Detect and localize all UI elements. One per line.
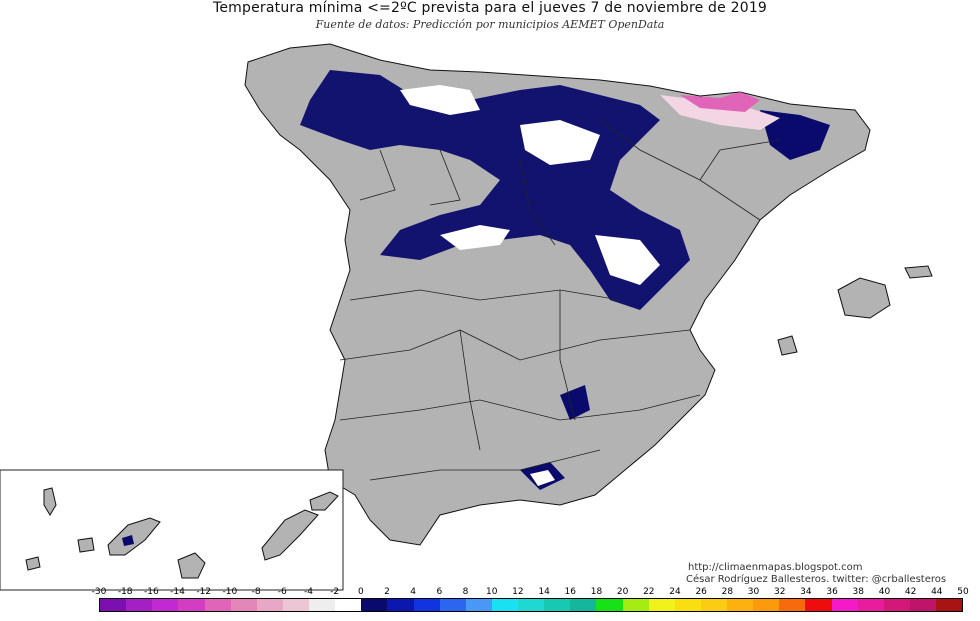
legend-tick-label: -10 bbox=[222, 587, 238, 597]
legend-color-swatch bbox=[178, 599, 205, 611]
legend-color-swatch bbox=[465, 599, 492, 611]
legend-color-swatch bbox=[883, 599, 910, 611]
legend-tick-label: 50 bbox=[957, 587, 969, 597]
snow-patch-cuenca bbox=[595, 235, 660, 285]
legend-color-swatch bbox=[230, 599, 257, 611]
legend-color-swatch bbox=[204, 599, 231, 611]
legend-tick-label: 0 bbox=[357, 587, 364, 597]
legend-tick-label: 14 bbox=[538, 587, 550, 597]
map-title: Temperatura mínima <=2ºC prevista para e… bbox=[212, 0, 768, 16]
snow-spot-sierra-nevada bbox=[530, 470, 555, 486]
legend-color-swatch bbox=[282, 599, 309, 611]
legend-color-swatch bbox=[570, 599, 597, 611]
legend-color-swatch bbox=[100, 599, 127, 611]
credit-url: http://climaenmapas.blogspot.com bbox=[688, 562, 863, 573]
legend-color-swatch bbox=[256, 599, 283, 611]
snow-patch-pyrenees bbox=[660, 95, 780, 130]
region-borders bbox=[339, 119, 781, 481]
legend-tick-label: -6 bbox=[277, 587, 287, 597]
legend-color-swatch bbox=[622, 599, 649, 611]
legend-color-swatch bbox=[413, 599, 440, 611]
legend-color-swatch bbox=[491, 599, 518, 611]
legend-tick-label: -30 bbox=[91, 587, 107, 597]
legend-color-swatch bbox=[309, 599, 336, 611]
lanzarote bbox=[309, 491, 339, 511]
legend-tick-label: -18 bbox=[117, 587, 133, 597]
ibiza bbox=[777, 335, 798, 356]
la-palma bbox=[43, 487, 57, 516]
legend-color-swatch bbox=[518, 599, 545, 611]
legend-color-swatch bbox=[335, 599, 362, 611]
iberian-peninsula bbox=[244, 43, 871, 546]
legend-color-swatch bbox=[674, 599, 701, 611]
legend-tick-label: 38 bbox=[852, 587, 864, 597]
frost-region-east bbox=[760, 110, 830, 160]
legend-color-swatch bbox=[387, 599, 414, 611]
legend-tick-label: -14 bbox=[170, 587, 185, 597]
legend-tick-label: 12 bbox=[512, 587, 524, 597]
legend-tick-label: 28 bbox=[721, 587, 734, 597]
legend-tick-label: 6 bbox=[436, 587, 443, 597]
frost-region-north bbox=[300, 70, 690, 310]
legend-color-swatch bbox=[909, 599, 936, 611]
legend-tick-label: 34 bbox=[800, 587, 812, 597]
fuerteventura bbox=[261, 509, 319, 561]
legend-tick-label: 24 bbox=[669, 587, 681, 597]
legend-tick-label: 16 bbox=[564, 587, 576, 597]
legend-tick-label: 20 bbox=[616, 587, 629, 597]
tenerife bbox=[107, 517, 161, 556]
legend-tick-label: 22 bbox=[643, 587, 655, 597]
frost-spot-south bbox=[560, 385, 590, 420]
el-hierro bbox=[25, 556, 41, 571]
la-gomera bbox=[77, 537, 95, 553]
legend-tick-label: 32 bbox=[773, 587, 786, 597]
legend-tick-label: 2 bbox=[384, 587, 390, 597]
credit-author: César Rodríguez Ballesteros. twitter: @c… bbox=[686, 574, 947, 585]
legend-color-swatch bbox=[700, 599, 727, 611]
legend-color-swatch bbox=[544, 599, 571, 611]
legend-color-swatch bbox=[857, 599, 884, 611]
map-subtitle: Fuente de datos: Predicción por municipi… bbox=[315, 18, 665, 31]
legend-tick-label: 8 bbox=[462, 587, 469, 597]
snow-patch-iberico bbox=[520, 120, 600, 165]
legend-colorbar bbox=[99, 598, 963, 612]
legend-tick-label: -4 bbox=[303, 587, 313, 597]
mallorca bbox=[837, 277, 891, 319]
legend-tick-label: 30 bbox=[747, 587, 760, 597]
legend-tick-label: 42 bbox=[904, 587, 917, 597]
legend-tick-label: 26 bbox=[695, 587, 707, 597]
legend-color-swatch bbox=[648, 599, 675, 611]
legend-ticks: -30 -18 -16 -14 -12 -10 -8 -6 -4 -2 0 2 4 6 8 10 12 14 16 1… bbox=[92, 587, 969, 597]
legend-tick-label: 36 bbox=[826, 587, 838, 597]
legend-tick-label: 44 bbox=[931, 587, 943, 597]
snow-patch-cantabria bbox=[400, 85, 480, 115]
legend-color-swatch bbox=[936, 599, 963, 611]
legend-color-swatch bbox=[126, 599, 153, 611]
legend-tick-label: -2 bbox=[330, 587, 340, 597]
menorca bbox=[904, 265, 933, 279]
legend-color-swatch bbox=[779, 599, 806, 611]
legend-color-swatch bbox=[596, 599, 623, 611]
legend-color-swatch bbox=[805, 599, 832, 611]
legend-color-swatch bbox=[727, 599, 754, 611]
legend-color-swatch bbox=[152, 599, 179, 611]
legend-color-swatch bbox=[361, 599, 388, 611]
legend-tick-label: -8 bbox=[251, 587, 261, 597]
tenerife-frost bbox=[122, 535, 134, 546]
legend-tick-label: -16 bbox=[144, 587, 159, 597]
legend-tick-label: 40 bbox=[878, 587, 891, 597]
legend-tick-label: 4 bbox=[410, 587, 417, 597]
legend-color-swatch bbox=[831, 599, 858, 611]
legend-tick-label: 10 bbox=[485, 587, 498, 597]
legend-color-swatch bbox=[753, 599, 780, 611]
gran-canaria bbox=[177, 552, 206, 579]
snow-patch-central bbox=[440, 225, 510, 250]
extreme-patch-pyrenees bbox=[680, 92, 760, 112]
legend-color-swatch bbox=[439, 599, 466, 611]
legend-tick-label: 18 bbox=[590, 587, 603, 597]
legend-tick-label: -12 bbox=[196, 587, 212, 597]
